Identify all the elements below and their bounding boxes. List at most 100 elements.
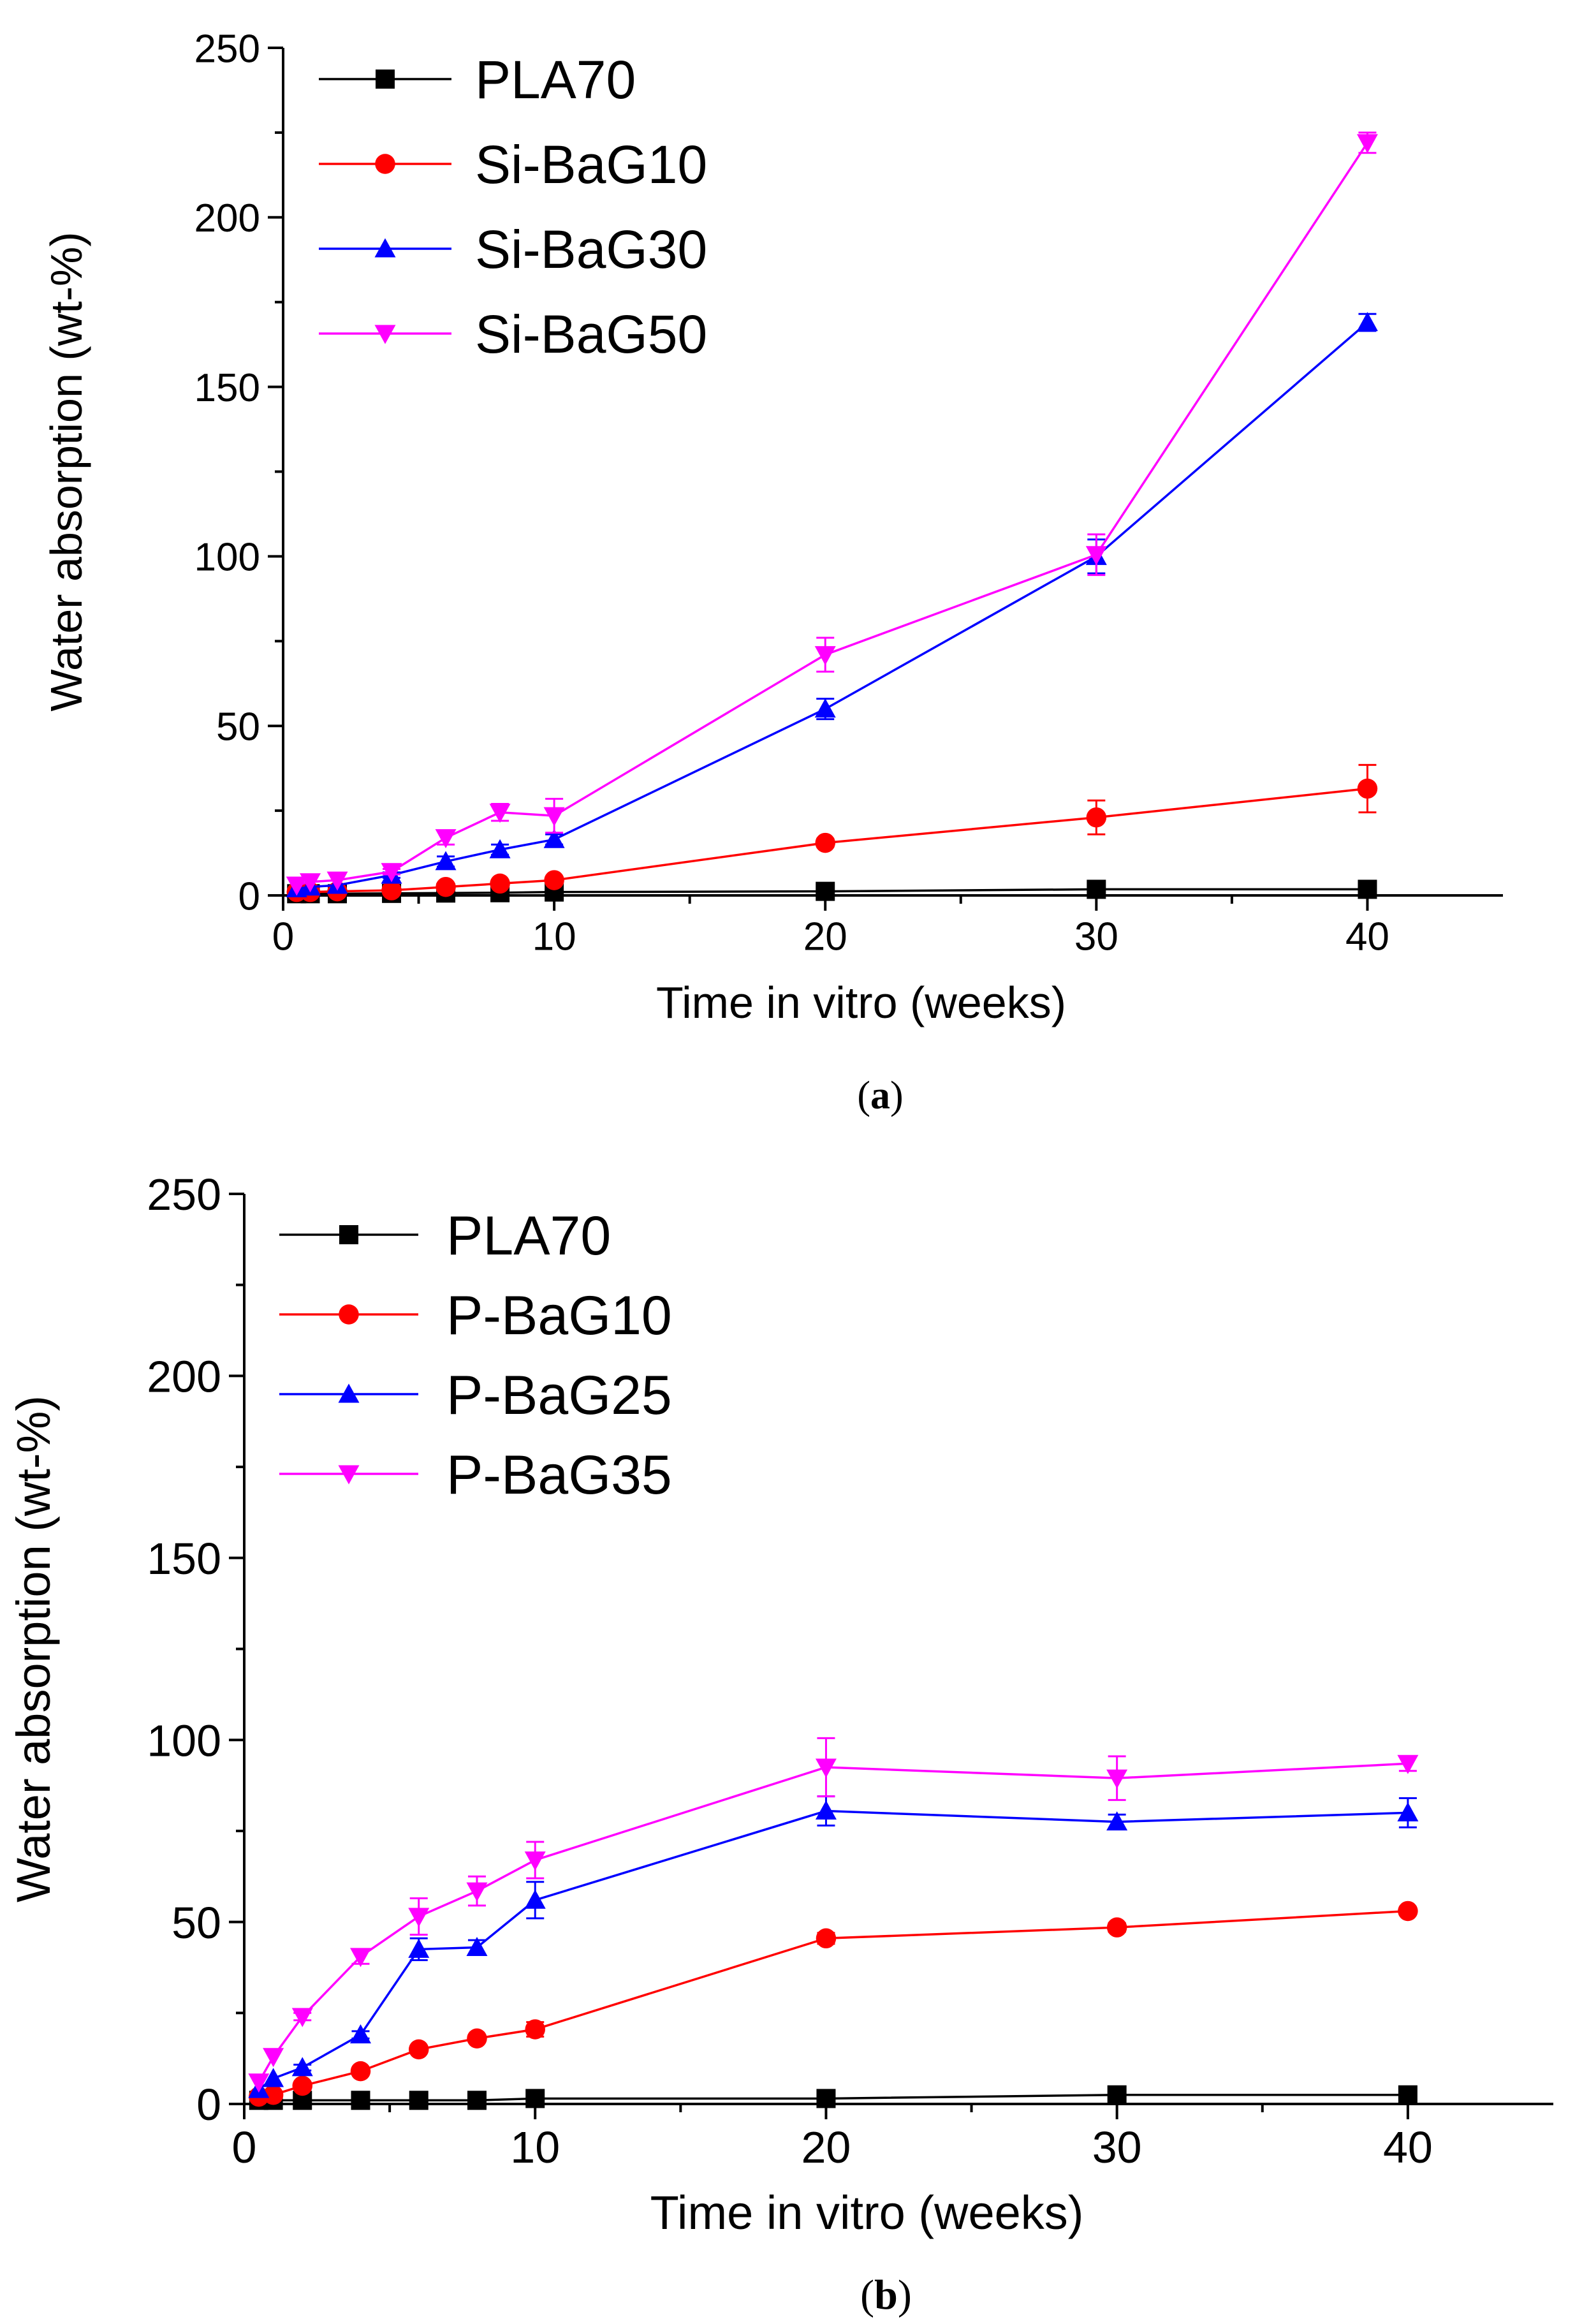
x-axis-title: Time in vitro (weeks): [656, 978, 1066, 1027]
data-point: [349, 2024, 371, 2044]
data-point: [1358, 879, 1377, 899]
y-tick-label: 200: [194, 196, 260, 240]
x-tick-label: 40: [1383, 2122, 1433, 2172]
series-p-bag35: [248, 1737, 1419, 2093]
series-si-bag30: [286, 312, 1378, 897]
y-axis-title: Water absorption (wt-%): [7, 1395, 60, 1902]
y-tick-label: 50: [172, 1898, 221, 1948]
data-point: [286, 876, 307, 896]
legend-marker: [338, 1383, 360, 1403]
data-point: [248, 2073, 270, 2093]
data-point: [814, 646, 836, 666]
data-point: [436, 876, 456, 897]
y-axis-title: Water absorption (wt-%): [41, 232, 91, 711]
series-line: [258, 2093, 1408, 2102]
data-point: [351, 2091, 370, 2110]
data-point: [524, 1889, 546, 1909]
series-line: [297, 888, 1368, 895]
series-pla70: [249, 2085, 1418, 2110]
data-point: [408, 1938, 430, 1958]
series-p-bag10: [249, 1901, 1418, 2107]
data-point: [1397, 1802, 1419, 1821]
data-point: [349, 1948, 371, 1967]
y-tick-label: 250: [147, 1170, 221, 1219]
data-point: [1087, 879, 1106, 899]
series-p-bag25: [248, 1795, 1419, 2098]
data-point: [525, 2019, 545, 2040]
data-point: [291, 2008, 313, 2027]
data-point: [814, 698, 836, 718]
data-point: [1107, 2085, 1127, 2105]
data-point: [544, 870, 564, 890]
data-point: [525, 2089, 545, 2108]
series-line: [297, 321, 1368, 890]
data-point: [489, 804, 511, 823]
series-line: [297, 787, 1368, 894]
series-si-bag50: [286, 131, 1378, 896]
legend-marker: [374, 325, 396, 344]
y-tick-label: 50: [216, 705, 260, 749]
x-tick-label: 10: [510, 2122, 560, 2172]
data-point: [1106, 1811, 1128, 1831]
data-point: [1106, 1917, 1127, 1938]
data-point: [291, 2057, 313, 2077]
x-tick-label: 10: [532, 915, 576, 959]
series-line: [258, 1762, 1408, 2083]
y-tick-label: 150: [194, 366, 260, 410]
data-point: [524, 1851, 546, 1871]
y-tick-label: 200: [147, 1352, 221, 1402]
legend: PLA70 Si-BaG10 Si-BaG30 Si-BaG50: [319, 50, 707, 364]
y-tick-label: 0: [196, 2080, 221, 2129]
panel-caption: (a): [857, 1074, 903, 1117]
data-point: [350, 2061, 371, 2082]
data-point: [300, 873, 321, 893]
x-tick-label: 20: [802, 2122, 851, 2172]
data-point: [1086, 807, 1107, 828]
legend-marker: [375, 154, 395, 174]
panel-caption: (b): [860, 2272, 912, 2318]
legend-label: P-BaG35: [446, 1445, 672, 1506]
x-tick-label: 20: [803, 915, 847, 959]
chart-panel-a: 0 50 100 150 200 250 0 10 20 30 40 Time in vitro (w…: [41, 27, 1503, 1117]
x-tick-label: 30: [1074, 915, 1118, 959]
data-point: [467, 2028, 487, 2049]
data-point: [815, 1800, 837, 1820]
data-point: [381, 863, 402, 883]
x-tick-label: 30: [1092, 2122, 1142, 2172]
data-point: [815, 832, 835, 853]
data-point: [263, 2068, 284, 2087]
chart-panel-b: 0 50 100 150 200 250 0 10 20 30 40 Time in vitro (w…: [7, 1170, 1553, 2318]
legend-entry: P-BaG35: [279, 1445, 672, 1506]
legend-marker: [376, 70, 395, 89]
legend-label: Si-BaG50: [475, 304, 707, 364]
legend-label: Si-BaG10: [475, 135, 707, 195]
data-point: [815, 1758, 837, 1778]
data-point: [816, 1928, 837, 1949]
data-point: [490, 873, 510, 894]
legend-label: P-BaG10: [446, 1285, 672, 1346]
x-axis-title: Time in vitro (weeks): [650, 2186, 1084, 2239]
data-point: [816, 2089, 836, 2108]
legend-entry: PLA70: [319, 50, 636, 110]
data-point: [466, 1937, 488, 1957]
data-point: [408, 1908, 430, 1927]
data-point: [326, 871, 348, 891]
data-point: [1398, 2085, 1418, 2105]
data-point: [816, 881, 835, 901]
data-point: [543, 828, 565, 848]
series-line: [296, 142, 1368, 886]
legend-marker: [339, 1225, 358, 1244]
series-line: [258, 1909, 1408, 2098]
data-point: [1356, 312, 1378, 332]
legend-entry: P-BaG10: [279, 1285, 672, 1346]
y-tick-label: 150: [147, 1534, 221, 1584]
x-tick-label: 40: [1345, 915, 1389, 959]
legend-marker: [339, 1304, 359, 1325]
legend-label: Si-BaG30: [475, 219, 707, 279]
legend-entry: PLA70: [279, 1205, 611, 1267]
data-point: [466, 1882, 488, 1902]
data-point: [1398, 1901, 1418, 1922]
data-point: [435, 851, 457, 871]
series-line: [258, 1809, 1408, 2091]
